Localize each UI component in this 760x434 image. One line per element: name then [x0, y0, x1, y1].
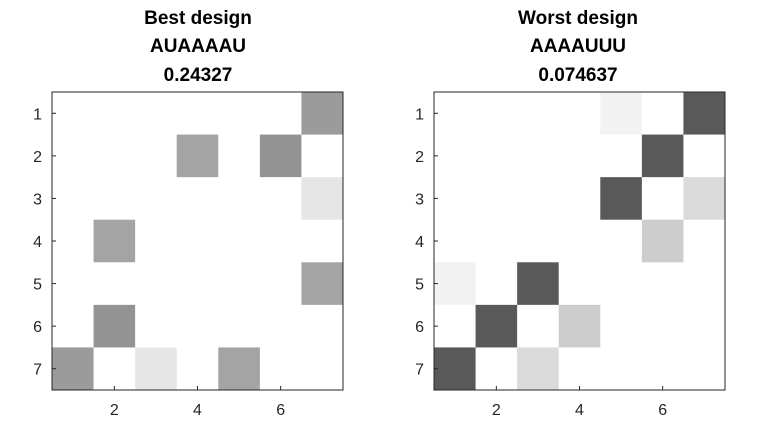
heatmap-cell [301, 177, 343, 220]
title-line-1: Best design [144, 8, 252, 29]
y-tick-label: 6 [33, 319, 42, 336]
heatmap-cell [434, 347, 476, 390]
y-tick-label: 1 [415, 106, 424, 123]
heatmap-cell [683, 92, 725, 135]
y-tick-label: 1 [33, 106, 42, 123]
heatmap-cell [259, 134, 302, 178]
y-tick-label: 5 [415, 277, 424, 294]
x-tick-label: 2 [492, 402, 501, 419]
worst-design-panel: Worst design AAAAUUU 0.074637 1 2 3 4 5 6 7 2 4… [415, 8, 726, 419]
heatmap-cell [93, 219, 136, 263]
y-tick-label: 4 [415, 234, 424, 251]
heatmap-cell [176, 134, 219, 178]
heatmap-cell [683, 177, 725, 220]
x-tick-label: 6 [658, 402, 667, 419]
best-design-panel: Best design AUAAAAU 0.24327 1 2 3 4 5 6 7 2 4 6 [33, 8, 344, 419]
x-axis-ticks: 2 4 6 [110, 386, 285, 419]
axes-box [51, 91, 344, 391]
heatmap-cell [600, 92, 642, 135]
y-tick-label: 7 [415, 362, 424, 379]
y-tick-label: 3 [33, 191, 42, 208]
y-tick-label: 3 [415, 191, 424, 208]
heatmap-cell [517, 262, 559, 305]
heatmap-cell [641, 219, 684, 263]
y-tick-label: 2 [415, 149, 424, 166]
heatmap-cell [135, 347, 177, 390]
x-axis-ticks: 2 4 6 [492, 386, 667, 419]
title-line-2: AAAAUUU [530, 36, 626, 57]
heatmap-cell [93, 304, 136, 348]
y-tick-label: 4 [33, 234, 42, 251]
heatmap-cell [517, 347, 559, 390]
heatmap-cell [475, 304, 518, 348]
title-line-1: Worst design [518, 8, 638, 29]
x-tick-label: 4 [193, 402, 202, 419]
y-tick-label: 2 [33, 149, 42, 166]
y-axis-ticks: 1 2 3 4 5 6 7 [33, 106, 56, 379]
y-tick-label: 6 [415, 319, 424, 336]
y-tick-label: 7 [33, 362, 42, 379]
title-line-3: 0.24327 [164, 65, 233, 86]
heatmap-cells [52, 92, 343, 390]
x-tick-label: 2 [110, 402, 119, 419]
heatmap-cell [558, 304, 601, 348]
x-tick-label: 6 [276, 402, 285, 419]
y-axis-ticks: 1 2 3 4 5 6 7 [415, 106, 438, 379]
heatmap-cells [434, 92, 725, 390]
axes-box [433, 91, 726, 391]
title-line-3: 0.074637 [538, 65, 617, 86]
heatmap-cell [301, 92, 343, 135]
heatmap-cell [641, 134, 684, 178]
heatmap-cell [52, 347, 94, 390]
heatmap-cell [434, 262, 476, 305]
heatmap-cell [218, 347, 260, 390]
title-line-2: AUAAAAU [150, 36, 246, 57]
x-tick-label: 4 [575, 402, 584, 419]
heatmap-cell [600, 177, 642, 220]
y-tick-label: 5 [33, 277, 42, 294]
heatmap-cell [301, 262, 343, 305]
